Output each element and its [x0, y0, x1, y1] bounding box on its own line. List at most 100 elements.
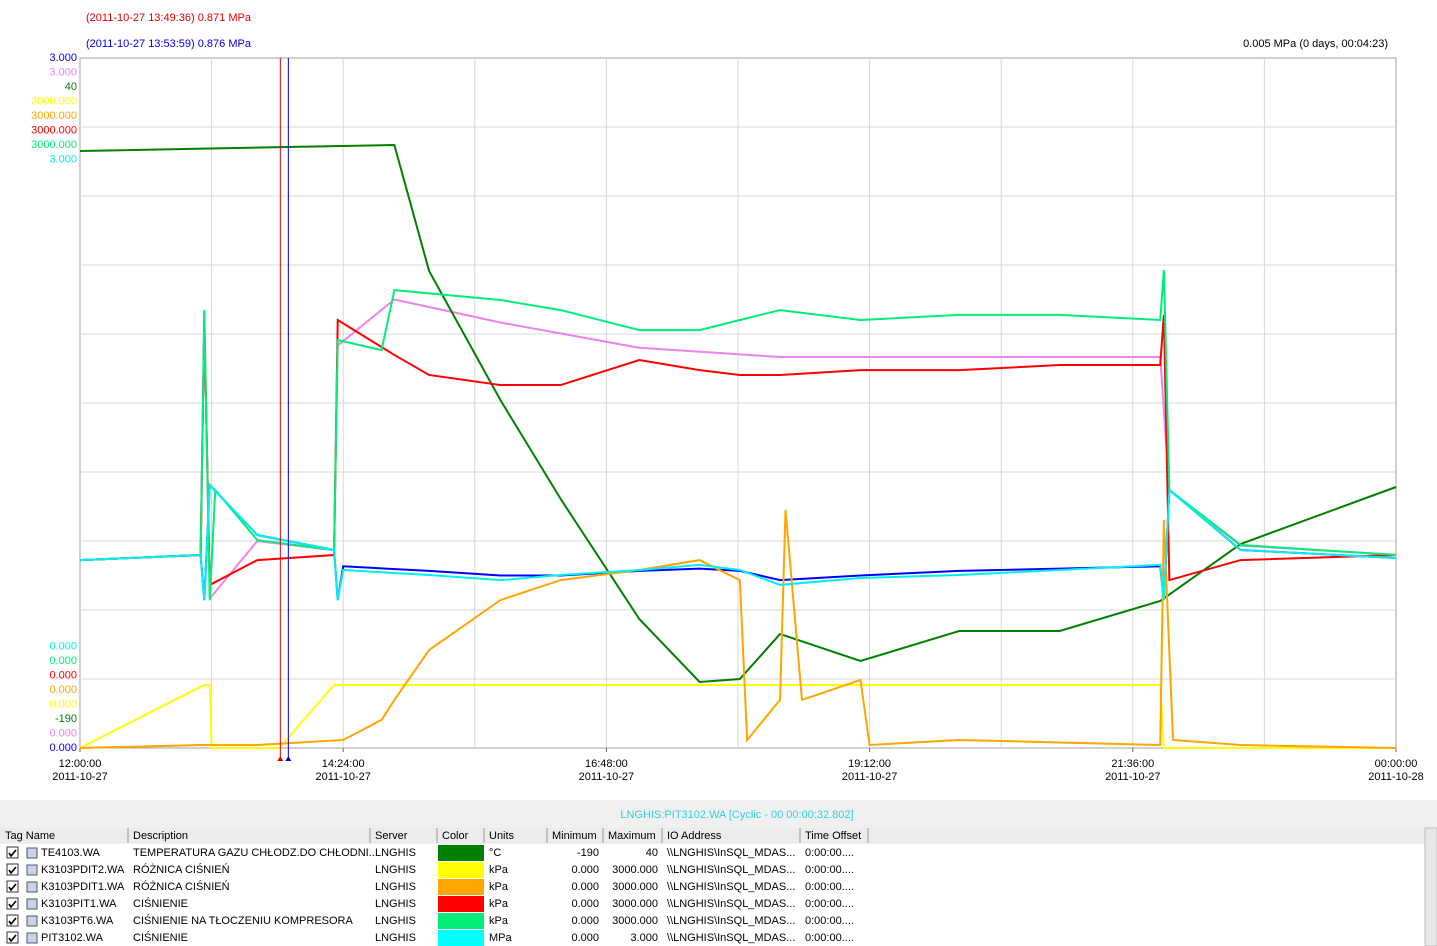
cell: 0.000 — [571, 932, 599, 944]
cell: kPa — [489, 864, 509, 876]
scale-min: 0.000 — [49, 684, 77, 696]
color-swatch — [438, 879, 484, 895]
x-tick-time: 14:24:00 — [322, 758, 365, 770]
cursor-part: MPa — [228, 38, 252, 50]
cell: \\LNGHIS\InSQL_MDAS... — [667, 898, 795, 910]
cursor-label: (2011-10-27 13:53:59) 0.876 MPa — [86, 38, 252, 50]
cell[interactable]: PIT3102.WA — [41, 932, 104, 944]
checkbox[interactable] — [6, 863, 19, 876]
cell: \\LNGHIS\InSQL_MDAS... — [667, 932, 795, 944]
cell[interactable]: K3103PIT1.WA — [41, 898, 117, 910]
checkbox[interactable] — [6, 897, 19, 910]
scale-min: -190 — [55, 713, 77, 725]
x-tick-time: 00:00:00 — [1375, 758, 1418, 770]
x-tick-date: 2011-10-27 — [1105, 771, 1160, 783]
check — [8, 849, 17, 858]
cell: TEMPERATURA GAZU CHŁODZ.DO CHŁODNI... — [133, 847, 378, 859]
cell: \\LNGHIS\InSQL_MDAS... — [667, 847, 795, 859]
x-tick-time: 16:48:00 — [585, 758, 628, 770]
x-tick-time: 19:12:00 — [848, 758, 891, 770]
scale-max: 3000.000 — [31, 124, 77, 136]
cursor-part: 2011-10-27 — [90, 38, 145, 50]
trace — [79, 482, 1397, 601]
cell: LNGHIS — [375, 915, 416, 927]
color-swatch — [438, 913, 484, 929]
scrollbar[interactable] — [1424, 827, 1437, 946]
table-header — [0, 828, 1425, 843]
scale-min: 0.000 — [49, 669, 77, 681]
cell: \\LNGHIS\InSQL_MDAS... — [667, 881, 795, 893]
cell: 0:00:00.... — [805, 847, 854, 859]
scale-max: 3000.000 — [31, 95, 77, 107]
cell: 40 — [646, 847, 658, 859]
cell: 3000.000 — [612, 898, 658, 910]
cursor-part: 0.876 — [198, 38, 226, 50]
cell[interactable]: TE4103.WA — [41, 847, 101, 859]
color-swatch — [438, 896, 484, 912]
column-header[interactable]: Server — [375, 830, 408, 842]
cell: MPa — [489, 932, 513, 944]
trace — [79, 509, 1397, 749]
cell: kPa — [489, 915, 509, 927]
scale-min: 0.000 — [49, 742, 77, 754]
checkbox[interactable] — [6, 931, 19, 944]
cell: 3000.000 — [612, 881, 658, 893]
cell: 0.000 — [571, 881, 599, 893]
cell: CIŚNIENIE NA TŁOCZENIU KOMPRESORA — [133, 914, 354, 927]
scale-min: 0.000 — [49, 655, 77, 667]
cell: kPa — [489, 898, 509, 910]
cursor-handle[interactable] — [285, 756, 292, 761]
column-header[interactable]: Time Offset — [805, 830, 861, 842]
cell[interactable]: K3103PT6.WA — [41, 915, 114, 927]
scale-min: 0.000 — [49, 727, 77, 739]
tag-icon — [26, 915, 38, 927]
cell: LNGHIS — [375, 864, 416, 876]
check — [8, 917, 17, 926]
trace — [79, 683, 1396, 749]
cell: RÓŻNICA CIŚNIEŃ — [133, 863, 230, 876]
cursor-part: 13:49:36 — [148, 12, 191, 24]
cursor-part: 0.871 — [198, 12, 226, 24]
checkbox[interactable] — [6, 914, 19, 927]
column-header[interactable]: Description — [133, 830, 188, 842]
cell: LNGHIS — [375, 898, 416, 910]
tag-icon — [26, 864, 38, 876]
status-text: LNGHIS:PIT3102.WA [Cyclic - 00 00:00:32.… — [620, 809, 853, 821]
x-tick-time: 21:36:00 — [1111, 758, 1154, 770]
trace — [79, 314, 1397, 587]
tag-icon — [26, 932, 38, 944]
cell: kPa — [489, 881, 509, 893]
scale-max: 40 — [65, 81, 77, 93]
cell: LNGHIS — [375, 847, 416, 859]
cell: \\LNGHIS\InSQL_MDAS... — [667, 915, 795, 927]
check — [8, 866, 17, 875]
cursor-part: 13:53:59 — [148, 38, 191, 50]
cell: 0.000 — [571, 898, 599, 910]
cell: RÓŻNICA CIŚNIEŃ — [133, 880, 230, 893]
delta-label: 0.005 MPa (0 days, 00:04:23) — [1243, 38, 1388, 50]
cell: 3.000 — [630, 932, 658, 944]
scale-max: 3000.000 — [31, 110, 77, 122]
cell[interactable]: K3103PDIT2.WA — [41, 864, 125, 876]
cursor-handle[interactable] — [277, 756, 284, 761]
scale-min: 0.000 — [49, 640, 77, 652]
cell: 3000.000 — [612, 864, 658, 876]
check — [8, 934, 17, 943]
cell: LNGHIS — [375, 881, 416, 893]
trace — [79, 143, 1397, 684]
column-header[interactable]: Maximum — [608, 830, 656, 842]
cell: 0:00:00.... — [805, 915, 854, 927]
column-header[interactable]: IO Address — [667, 830, 722, 842]
x-tick-date: 2011-10-27 — [579, 771, 634, 783]
check — [8, 883, 17, 892]
cursor-part: MPa — [228, 12, 252, 24]
column-header[interactable]: Color — [442, 830, 469, 842]
trace — [79, 269, 1397, 601]
cell[interactable]: K3103PDIT1.WA — [41, 881, 125, 893]
checkbox[interactable] — [6, 846, 19, 859]
checkbox[interactable] — [6, 880, 19, 893]
column-header[interactable]: Minimum — [552, 830, 597, 842]
scale-max: 3000.000 — [31, 139, 77, 151]
column-header[interactable]: Tag Name — [5, 830, 55, 842]
column-header[interactable]: Units — [489, 830, 515, 842]
